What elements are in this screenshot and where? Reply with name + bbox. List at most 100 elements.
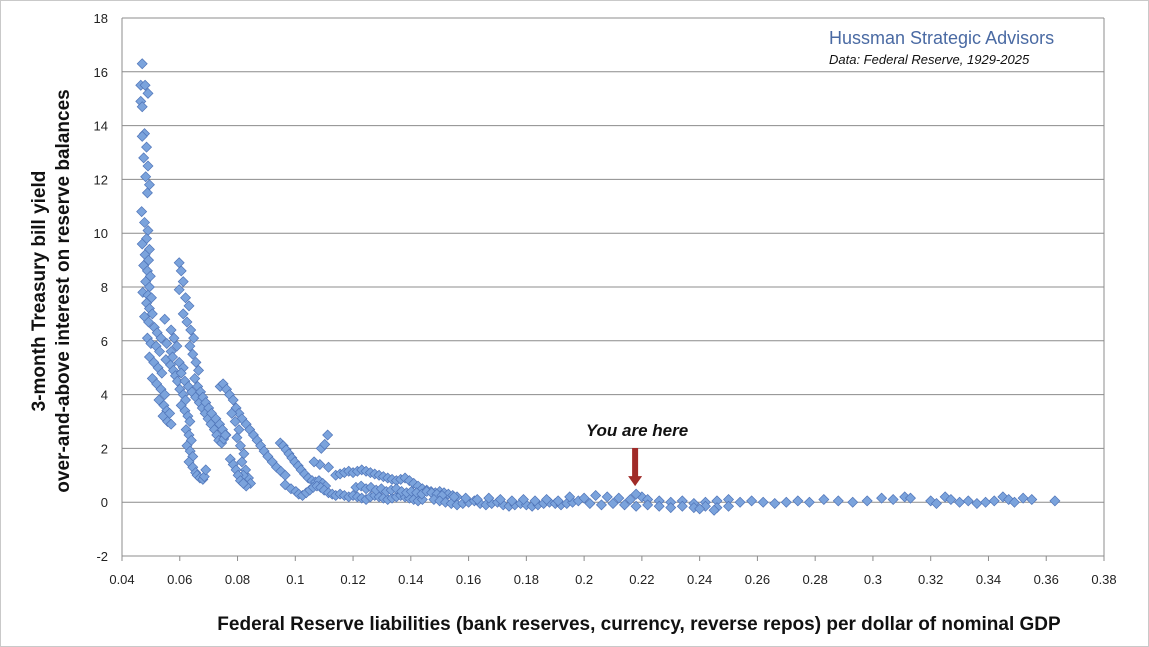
data-point [164,407,176,419]
data-point [832,495,844,507]
data-point [642,499,654,511]
data-point [962,495,974,507]
y-tick-label: 16 [94,65,108,80]
data-point [184,340,196,352]
data-point [971,498,983,510]
data-point [219,429,231,441]
x-tick-label: 0.24 [687,572,712,587]
x-tick-label: 0.3 [864,572,882,587]
data-point [861,495,873,507]
data-point [1049,495,1061,507]
data-point [161,337,173,349]
data-point [319,438,331,450]
y-tick-labels: -2 0 2 4 6 8 10 12 14 16 18 [94,11,108,564]
data-point [136,130,148,142]
data-point [578,492,590,504]
data-point [139,216,151,228]
data-point [590,489,602,501]
data-point [630,488,642,500]
x-tick-label: 0.2 [575,572,593,587]
data-point [887,494,899,506]
x-tick-label: 0.18 [514,572,539,587]
data-point [506,495,518,507]
x-tick-label: 0.26 [745,572,770,587]
y-tick-label: 2 [101,441,108,456]
data-point [165,324,177,336]
you-are-here-label: You are here [586,421,688,440]
data-point [229,416,241,427]
data-point [607,498,619,510]
y-tick-label: 8 [101,280,108,295]
arrow-head [628,476,643,487]
y-axis-title-line1: 3-month Treasury bill yield [29,171,50,412]
data-point [665,502,677,514]
x-tick-label: 0.22 [629,572,654,587]
x-tick-label: 0.14 [398,572,423,587]
x-tick-label: 0.28 [803,572,828,587]
x-tick-label: 0.36 [1034,572,1059,587]
data-point [138,152,150,164]
data-point [141,187,153,199]
data-point [930,498,942,510]
data-point [746,495,758,507]
data-point [231,432,243,444]
data-point [141,141,153,153]
data-point [494,494,506,506]
y-tick-label: -2 [96,549,108,564]
x-tick-label: 0.04 [109,572,134,587]
data-point [136,238,148,250]
x-tick-labels: 0.04 0.06 0.08 0.1 0.12 0.14 0.16 0.18 0.2 0.22 0.… [109,572,1116,587]
x-axis-title: Federal Reserve liabilities (bank reserv… [217,614,1061,635]
data-point [180,292,192,304]
data-point [1026,494,1038,506]
data-point [792,495,804,507]
data-point [227,394,239,406]
data-point [177,308,189,320]
data-point [584,498,596,510]
data-point [189,372,201,384]
data-point [322,429,334,441]
data-point [159,389,171,401]
data-point [200,464,212,476]
data-point [175,265,187,277]
data-point [136,101,148,113]
data-point [185,324,197,336]
x-tick-label: 0.12 [340,572,365,587]
y-tick-label: 10 [94,226,108,241]
data-point [803,496,815,508]
data-point [471,494,483,506]
data-point [171,340,183,352]
data-point [136,206,148,218]
data-point [541,494,553,506]
data-point [184,416,196,427]
data-point [154,346,166,358]
data-point [142,160,154,172]
data-point [552,495,564,507]
data-point [177,276,189,288]
y-tick-label: 4 [101,388,108,403]
y-tick-label: 0 [101,495,108,510]
data-point [595,499,607,511]
x-tick-label: 0.32 [918,572,943,587]
data-point [1017,492,1029,504]
gridlines [121,17,1105,561]
y-tick-label: 14 [94,119,108,134]
data-point [1008,496,1020,508]
data-points [135,58,1061,516]
data-point [601,491,613,503]
data-point [181,316,193,328]
x-tick-label: 0.34 [976,572,1001,587]
credit-data-source: Data: Federal Reserve, 1929-2025 [829,52,1030,67]
data-point [175,367,187,379]
data-point [613,492,625,504]
data-point [876,492,888,504]
credit-source-name: Hussman Strategic Advisors [829,28,1054,48]
data-point [448,491,460,503]
data-point [460,492,472,504]
data-point [168,332,180,344]
you-are-here-arrow [628,448,643,487]
data-point [945,494,957,506]
data-point [236,456,248,468]
x-tick-label: 0.16 [456,572,481,587]
